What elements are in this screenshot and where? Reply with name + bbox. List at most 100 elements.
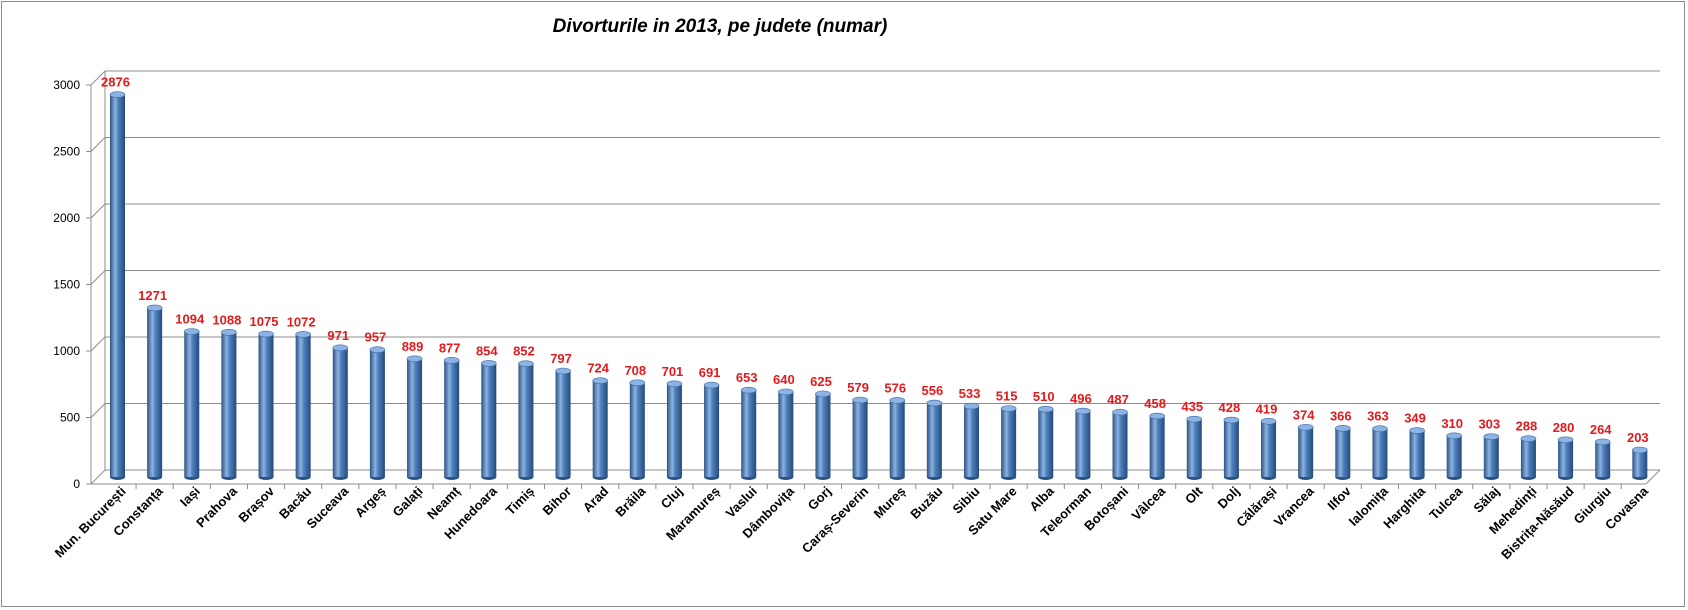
chart-title: Divorturile in 2013, pe judete (numar) xyxy=(552,16,888,37)
bar-top xyxy=(1557,436,1574,444)
data-label: 724 xyxy=(587,361,609,376)
bar-top xyxy=(926,399,943,407)
bar-body xyxy=(1483,436,1499,477)
data-label: 1072 xyxy=(287,314,316,329)
bar-body xyxy=(629,382,645,477)
bar-top xyxy=(889,397,906,404)
x-tick-label: Sibiu xyxy=(950,483,983,516)
bar-top xyxy=(666,380,683,388)
bar xyxy=(740,386,757,480)
data-label: 349 xyxy=(1404,411,1426,426)
bar xyxy=(1483,433,1500,480)
bar-body xyxy=(963,406,979,477)
bar-body xyxy=(1001,408,1017,477)
data-label: 957 xyxy=(365,330,387,345)
bar xyxy=(518,360,534,480)
bar-top xyxy=(1446,432,1462,440)
bar xyxy=(1149,412,1165,480)
bar-top xyxy=(1260,417,1277,425)
y-tick-label: 2500 xyxy=(53,145,80,159)
x-tick-label: Dolj xyxy=(1215,484,1243,512)
bar-top xyxy=(703,381,720,389)
bar-top xyxy=(183,328,200,335)
data-label: 374 xyxy=(1293,407,1315,422)
bar-body xyxy=(258,334,274,477)
x-tick-label: Tulcea xyxy=(1426,483,1466,523)
data-label: 288 xyxy=(1516,419,1538,434)
data-label: 203 xyxy=(1627,430,1649,445)
bar-top xyxy=(1112,408,1128,416)
data-label: 419 xyxy=(1256,401,1278,416)
gridline-depth xyxy=(90,403,106,418)
bar-body xyxy=(778,391,794,477)
bar xyxy=(815,390,831,480)
bar xyxy=(1037,405,1054,480)
bar xyxy=(889,397,906,480)
bar-body xyxy=(1261,421,1277,477)
x-tick-label: Brăila xyxy=(612,483,649,520)
bar-body xyxy=(518,363,534,477)
bar-top xyxy=(1075,407,1091,415)
data-label: 363 xyxy=(1367,409,1389,424)
bar xyxy=(629,379,646,480)
bar-body xyxy=(815,393,831,477)
bar-top xyxy=(1372,425,1388,433)
bar-body xyxy=(1075,411,1091,477)
bar-top xyxy=(1520,435,1537,442)
bar xyxy=(852,396,868,480)
bar xyxy=(1075,407,1091,480)
bar-body xyxy=(741,390,757,477)
bar-body xyxy=(926,403,942,477)
bar-body xyxy=(1409,430,1425,477)
bar-body xyxy=(481,363,497,477)
bar-body xyxy=(1595,441,1611,477)
bar-top xyxy=(109,91,126,98)
x-tick-label: Vâlcea xyxy=(1129,483,1169,523)
data-label: 877 xyxy=(439,340,461,355)
bar-top xyxy=(406,355,423,363)
bar-top xyxy=(1037,405,1054,413)
x-tick-label: Cluj xyxy=(658,484,686,512)
bar xyxy=(183,328,200,480)
data-labels: 2876 1271 1094 1088 1075 1072 971 957 889 877 854 8… xyxy=(101,74,1649,445)
x-tick-label: Galați xyxy=(390,484,426,520)
data-label: 515 xyxy=(996,389,1018,404)
bar xyxy=(778,388,794,480)
data-label: 971 xyxy=(327,328,349,343)
x-tick-label: Olt xyxy=(1182,483,1206,507)
data-label: 303 xyxy=(1478,417,1500,432)
bar-top xyxy=(1223,416,1240,424)
data-label: 458 xyxy=(1144,396,1166,411)
x-tick-label: Harghita xyxy=(1380,483,1428,531)
data-label: 889 xyxy=(402,339,424,354)
bar-body xyxy=(1112,412,1128,477)
bar xyxy=(1112,408,1128,480)
data-label: 579 xyxy=(847,380,869,395)
y-tick-label: 0 xyxy=(73,477,80,491)
bar-body xyxy=(1632,450,1648,477)
data-label: 653 xyxy=(736,370,758,385)
bar-top xyxy=(1297,423,1314,431)
data-label: 280 xyxy=(1553,420,1575,435)
data-label: 1094 xyxy=(175,311,205,326)
bar xyxy=(221,328,237,480)
bar-top xyxy=(258,330,274,338)
data-label: 701 xyxy=(662,364,684,379)
bar xyxy=(1372,425,1388,480)
y-tick-label: 3000 xyxy=(53,78,80,92)
gridline-depth xyxy=(90,137,106,152)
bar xyxy=(295,331,311,480)
data-label: 1271 xyxy=(138,288,167,303)
bar-body xyxy=(1446,435,1462,477)
gridline-depth xyxy=(90,270,106,285)
bar-body xyxy=(1223,420,1239,477)
y-tick-label: 2000 xyxy=(53,211,80,225)
bar-top xyxy=(1594,438,1611,446)
x-tick-label: Arad xyxy=(580,483,612,515)
data-label: 625 xyxy=(810,374,832,389)
bar xyxy=(1297,423,1314,480)
bar-top xyxy=(592,377,608,385)
bar-top xyxy=(852,396,868,404)
data-label: 366 xyxy=(1330,408,1352,423)
